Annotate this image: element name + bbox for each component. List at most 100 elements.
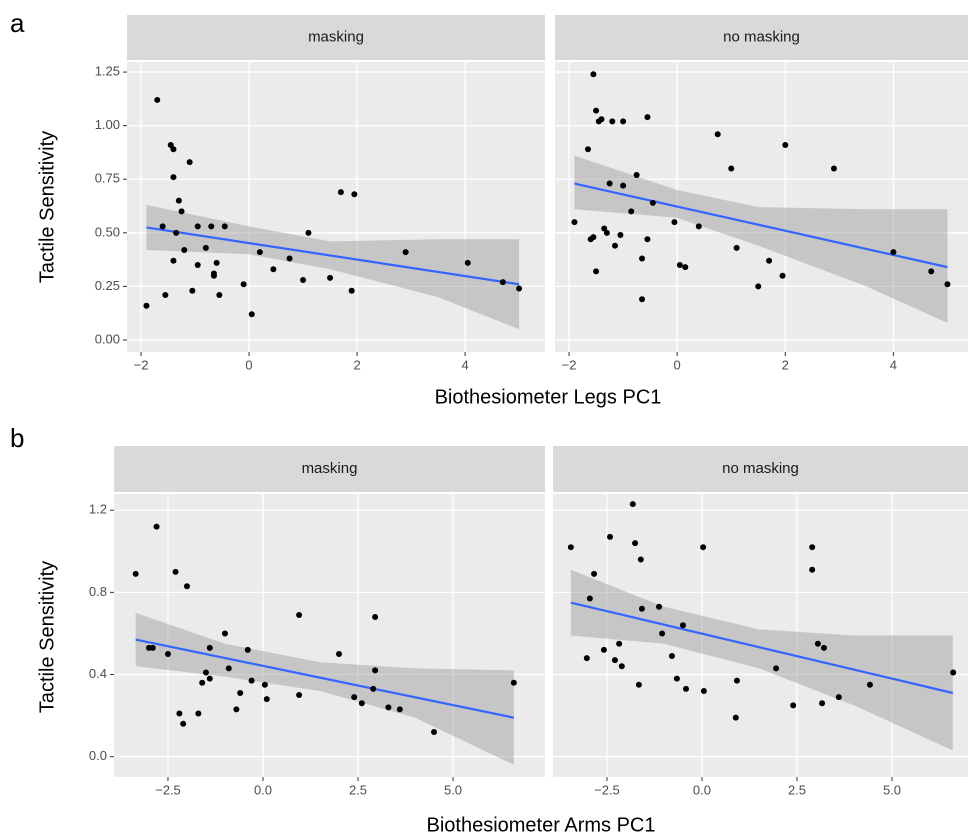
y-tick-label: 0.0	[89, 748, 107, 763]
point	[221, 630, 228, 637]
point	[603, 229, 610, 236]
confidence-band	[146, 204, 520, 330]
point	[733, 244, 740, 251]
y-tick-label: 0.75	[95, 171, 120, 186]
point	[358, 700, 365, 707]
x-tick-label: −2	[562, 357, 577, 372]
x-tick-label: 0	[245, 357, 252, 372]
point	[835, 694, 842, 701]
point	[733, 677, 740, 684]
x-tick-label: 5.0	[444, 782, 462, 797]
y-tick-label: 0.25	[95, 278, 120, 293]
point	[593, 107, 600, 114]
x-tick-label: 0.0	[693, 782, 711, 797]
point	[221, 223, 228, 230]
point	[606, 180, 613, 187]
point	[639, 255, 646, 262]
fit-line	[135, 638, 515, 719]
point	[583, 655, 590, 662]
confidence-band	[574, 155, 948, 323]
point	[944, 281, 951, 288]
point	[644, 236, 651, 243]
panel-background	[555, 62, 968, 352]
panel-background	[127, 62, 545, 352]
x-tick-label: 4	[890, 357, 897, 372]
point	[633, 171, 640, 178]
point	[372, 667, 379, 674]
x-tick-label: 2.5	[788, 782, 806, 797]
point	[700, 544, 707, 551]
point	[170, 257, 177, 264]
y-tick-label: 0.50	[95, 224, 120, 239]
point	[607, 533, 614, 540]
y-tick-label: 1.25	[95, 64, 120, 79]
point	[620, 182, 627, 189]
point	[176, 710, 183, 717]
y-axis-label: Tactile Sensitivity	[36, 131, 58, 283]
point	[210, 272, 217, 279]
point	[286, 255, 293, 262]
panel-background	[553, 494, 968, 777]
point	[194, 261, 201, 268]
point	[261, 681, 268, 688]
fit-line	[570, 601, 954, 695]
confidence-band	[135, 612, 514, 765]
strip	[555, 15, 968, 60]
point	[591, 570, 598, 577]
point	[649, 199, 656, 206]
point	[635, 681, 642, 688]
panel-label: a	[10, 8, 25, 38]
strip-title: masking	[302, 460, 358, 477]
point	[695, 223, 702, 230]
point	[256, 249, 263, 256]
point	[612, 242, 619, 249]
point	[202, 669, 209, 676]
point	[809, 566, 816, 573]
point	[656, 603, 663, 610]
point	[149, 644, 156, 651]
x-tick-label: 2	[353, 357, 360, 372]
point	[213, 259, 220, 266]
point	[584, 146, 591, 153]
point	[571, 219, 578, 226]
point	[186, 159, 193, 166]
point	[637, 556, 644, 563]
point	[464, 259, 471, 266]
strip	[127, 15, 545, 60]
point	[248, 311, 255, 318]
strip	[553, 446, 968, 492]
panel-background	[114, 494, 545, 777]
point	[351, 191, 358, 198]
point	[305, 229, 312, 236]
point	[819, 700, 826, 707]
point	[202, 244, 209, 251]
x-tick-label: 2	[782, 357, 789, 372]
point	[248, 677, 255, 684]
point	[928, 268, 935, 275]
point	[773, 665, 780, 672]
point	[598, 116, 605, 123]
point	[593, 268, 600, 275]
point	[629, 501, 636, 508]
point	[178, 208, 185, 215]
point	[639, 296, 646, 303]
point	[616, 640, 623, 647]
point	[830, 165, 837, 172]
point	[385, 704, 392, 711]
point	[181, 246, 188, 253]
x-tick-label: 2.5	[349, 782, 367, 797]
point	[153, 523, 160, 530]
strip-title: masking	[308, 28, 364, 45]
point	[270, 266, 277, 273]
point	[638, 605, 645, 612]
point	[336, 650, 343, 657]
point	[866, 681, 873, 688]
point	[337, 189, 344, 196]
point	[732, 714, 739, 721]
point	[225, 665, 232, 672]
point	[676, 261, 683, 268]
x-tick-label: −2.5	[155, 782, 181, 797]
point	[296, 611, 303, 618]
point	[206, 675, 213, 682]
y-tick-label: 1.00	[95, 117, 120, 132]
